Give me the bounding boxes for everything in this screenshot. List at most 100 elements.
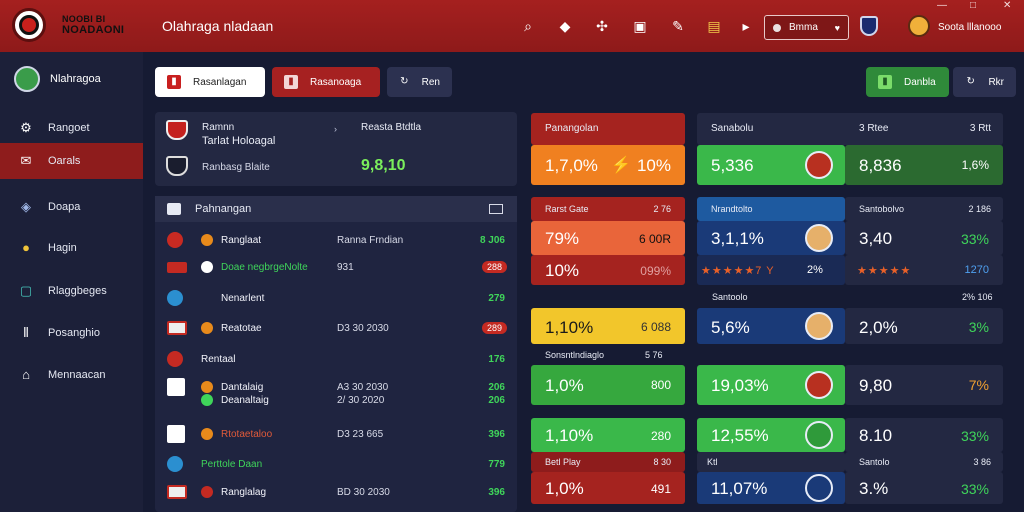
- list-title: Pahnangan: [195, 203, 252, 215]
- rating-tile[interactable]: ★★★★★7 Y 2%: [697, 255, 845, 285]
- stat-tile[interactable]: 11,07%: [697, 472, 845, 504]
- stat-tile[interactable]: 8,836 1,6%: [845, 145, 1003, 185]
- shield-badge-icon[interactable]: [860, 16, 878, 36]
- stat-tile[interactable]: 1,7,0% ⚡ 10%: [531, 145, 685, 185]
- stat-tile[interactable]: 5,336: [697, 145, 845, 185]
- list-item[interactable]: Perttole Daan 779: [155, 453, 517, 475]
- sidebar-item-doapa[interactable]: ◈ Doapa: [0, 189, 143, 225]
- team2-name: Tarlat Holoagal: [202, 135, 276, 147]
- row-name: Perttole Daan: [201, 458, 263, 470]
- ball-icon: ●: [22, 240, 30, 255]
- label-tile: Santobolvo 2 186: [845, 197, 1003, 221]
- stat-tile[interactable]: 8.10 33%: [845, 418, 1003, 452]
- stat-tile[interactable]: 5,6%: [697, 308, 845, 344]
- stat-tile[interactable]: 1,0% 800: [531, 365, 685, 405]
- list-item[interactable]: Ranglaat Ranna Frndian 8 J06: [155, 229, 517, 251]
- list-item[interactable]: Rtotaetaloo D3 23 665 396: [155, 423, 517, 445]
- tag-icon[interactable]: ◆: [559, 18, 571, 34]
- list-item[interactable]: Doae negbrgeNolte 931 288: [155, 256, 517, 278]
- stat-tile[interactable]: 79% 6 00R: [531, 221, 685, 255]
- stat-tile[interactable]: 10% 099%: [531, 255, 685, 285]
- team-crest-icon: [167, 425, 185, 443]
- top-bar: NOOBI BI NOADAONI Olahraga nladaan ⌕ ◆ ✣…: [0, 0, 1024, 52]
- sidebar-item-rlaggbeges[interactable]: ▢ Rlaggbeges: [0, 273, 143, 309]
- tile-value: 3.%: [859, 479, 889, 498]
- list-item[interactable]: Reatotae D3 30 2030 289: [155, 317, 517, 339]
- club-logo[interactable]: [12, 8, 46, 42]
- tile-label: Betl Play: [545, 457, 581, 467]
- search-icon[interactable]: ⌕: [524, 18, 532, 34]
- rating-value: 2%: [807, 264, 823, 276]
- flag-icon[interactable]: ▤: [707, 18, 721, 34]
- tile-value: 33%: [960, 231, 989, 247]
- list-item[interactable]: Dantalaig A3 30 2030 206: [155, 376, 517, 398]
- rating-tile[interactable]: ★★★★★ 1270: [845, 255, 1003, 285]
- tab-ren[interactable]: ↻ Ren: [387, 67, 452, 97]
- stat-tile[interactable]: 2,0% 3%: [845, 308, 1003, 344]
- sidebar-item-label: Doapa: [48, 201, 81, 213]
- list-item[interactable]: Deanaltaig 2/ 30 2020 206: [155, 389, 517, 411]
- team-select[interactable]: Bmma ♥: [764, 15, 849, 40]
- stat-tile[interactable]: 3,1,1%: [697, 221, 845, 255]
- pitch-icon: [805, 474, 833, 502]
- row-name: Ranglaat: [221, 234, 262, 246]
- refresh-button[interactable]: ↻ Rkr: [953, 67, 1016, 97]
- sidebar-item-posanghio[interactable]: ⫴ Posanghio: [0, 315, 143, 351]
- ball-icon: [201, 234, 213, 246]
- stat-tile[interactable]: 3.% 33%: [845, 472, 1003, 504]
- ball-icon: [201, 394, 213, 406]
- sidebar-item-oarals[interactable]: ✉ Oarals: [0, 143, 143, 179]
- stat-tile[interactable]: 3,40 33%: [845, 221, 1003, 255]
- user-name[interactable]: Soota lllanooo: [938, 22, 1002, 33]
- header-tile: Sanabolu 3 Rtee 3 Rtt: [697, 113, 1003, 145]
- list-item[interactable]: Nenarlent 279: [155, 287, 517, 309]
- app-title: Olahraga nladaan: [162, 18, 274, 34]
- stat-tile[interactable]: 19,03%: [697, 365, 845, 405]
- refresh-icon: ↻: [400, 76, 409, 87]
- user-avatar[interactable]: [908, 15, 930, 37]
- tile-value: 5,336: [711, 156, 754, 175]
- tab-rasanlagan[interactable]: ▮ Rasanlagan: [155, 67, 265, 97]
- dashboard-button[interactable]: ▮ Danbla: [866, 67, 949, 97]
- minimize-icon[interactable]: —: [937, 0, 947, 11]
- maximize-icon[interactable]: □: [970, 0, 977, 11]
- stat-tile[interactable]: 1,10% 280: [531, 418, 685, 452]
- star-rating: ★★★★★: [857, 265, 912, 277]
- star-rating: ★★★★★7 Y: [701, 265, 775, 277]
- row-value: 779: [488, 458, 505, 470]
- device-icon[interactable]: ▣: [633, 18, 647, 34]
- tile-value: 10%: [636, 156, 671, 175]
- expand-icon[interactable]: [489, 204, 503, 214]
- sidebar-item-mennaacan[interactable]: ⌂ Mennaacan: [0, 357, 143, 393]
- sidebar-item-rangoet[interactable]: ⚙ Rangoet: [0, 110, 143, 146]
- match-panel[interactable]: [155, 112, 517, 186]
- close-icon[interactable]: ✕: [1003, 0, 1012, 11]
- list-item[interactable]: Ranglalag BD 30 2030 396: [155, 481, 517, 503]
- tile-value: 1,0%: [545, 376, 584, 395]
- ball-icon: [201, 486, 213, 498]
- tab-label: Ren: [421, 76, 440, 88]
- tab-label: Rasanlagan: [193, 76, 247, 88]
- sidebar-profile[interactable]: Nlahragoa: [14, 66, 101, 92]
- list-item[interactable]: Rentaal 176: [155, 348, 517, 370]
- network-icon[interactable]: ✣: [596, 18, 608, 34]
- label-tile: Ktl: [697, 452, 845, 472]
- label-tile: Santolo 3 86: [845, 452, 1003, 472]
- stat-tile[interactable]: 9,80 7%: [845, 365, 1003, 405]
- select-dot-icon: [773, 23, 781, 32]
- tile-value: 7%: [968, 377, 989, 393]
- team-select-label: Bmma: [789, 22, 818, 33]
- home-icon: ⌂: [22, 367, 30, 382]
- section-label: 2% 106: [962, 292, 993, 302]
- tile-value: 19,03%: [711, 376, 769, 395]
- tile-value: 79%: [545, 229, 580, 248]
- team-crest-icon: [167, 351, 183, 367]
- stat-tile[interactable]: 1,0% 491: [531, 472, 685, 504]
- sidebar-item-hagin[interactable]: ● Hagin: [0, 230, 143, 266]
- stat-tile[interactable]: 1,10% 6 088: [531, 308, 685, 344]
- label-tile: Nrandtolto: [697, 197, 845, 221]
- stat-tile[interactable]: 12,55%: [697, 418, 845, 452]
- tools-icon[interactable]: ✎: [672, 18, 684, 34]
- play-icon[interactable]: ▸: [742, 18, 750, 34]
- tab-rasanoaga[interactable]: ▮ Rasanoaga: [272, 67, 380, 97]
